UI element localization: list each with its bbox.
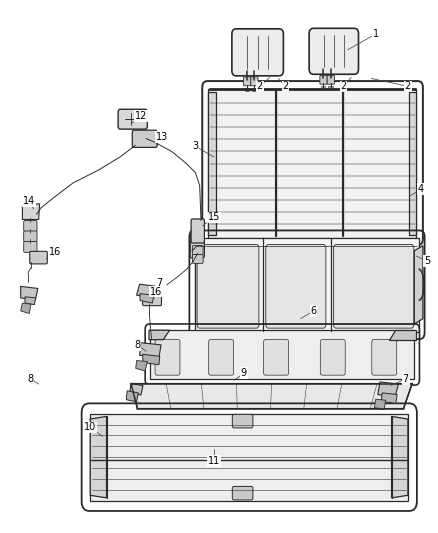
Polygon shape	[208, 92, 215, 235]
FancyBboxPatch shape	[264, 340, 289, 375]
Text: 3: 3	[192, 141, 198, 151]
Text: 14: 14	[23, 196, 35, 206]
FancyBboxPatch shape	[208, 340, 233, 375]
Polygon shape	[414, 246, 423, 324]
FancyBboxPatch shape	[334, 245, 414, 328]
FancyBboxPatch shape	[155, 340, 180, 375]
Polygon shape	[208, 89, 417, 238]
Text: 2: 2	[283, 82, 289, 91]
FancyBboxPatch shape	[192, 246, 203, 254]
Text: 6: 6	[311, 306, 317, 316]
Polygon shape	[252, 88, 256, 91]
Polygon shape	[150, 330, 414, 379]
Text: 2: 2	[340, 82, 346, 91]
Text: 13: 13	[156, 132, 169, 142]
Polygon shape	[149, 330, 170, 340]
FancyBboxPatch shape	[232, 414, 253, 428]
Text: 8: 8	[134, 340, 141, 350]
Polygon shape	[137, 284, 157, 298]
FancyBboxPatch shape	[132, 130, 157, 148]
FancyBboxPatch shape	[320, 75, 327, 84]
Polygon shape	[25, 297, 36, 305]
Polygon shape	[90, 416, 106, 498]
Polygon shape	[21, 303, 31, 313]
Polygon shape	[194, 246, 195, 324]
Polygon shape	[21, 286, 38, 301]
Text: 2: 2	[257, 82, 263, 91]
Polygon shape	[140, 294, 154, 303]
Polygon shape	[136, 360, 147, 371]
FancyBboxPatch shape	[143, 292, 162, 306]
Polygon shape	[374, 399, 385, 410]
Text: 16: 16	[150, 287, 162, 296]
Polygon shape	[378, 382, 399, 397]
Polygon shape	[90, 414, 408, 500]
FancyBboxPatch shape	[266, 245, 326, 328]
FancyBboxPatch shape	[24, 231, 37, 242]
FancyBboxPatch shape	[191, 219, 205, 243]
Polygon shape	[321, 86, 325, 90]
Text: 10: 10	[84, 422, 96, 432]
FancyBboxPatch shape	[251, 77, 258, 86]
Text: 1: 1	[373, 29, 379, 39]
FancyBboxPatch shape	[24, 221, 37, 231]
Text: 16: 16	[49, 247, 61, 257]
Polygon shape	[140, 343, 161, 358]
FancyBboxPatch shape	[197, 245, 259, 328]
FancyBboxPatch shape	[320, 340, 345, 375]
FancyBboxPatch shape	[244, 77, 251, 86]
FancyBboxPatch shape	[372, 340, 397, 375]
FancyBboxPatch shape	[30, 252, 47, 264]
Polygon shape	[389, 330, 416, 340]
FancyBboxPatch shape	[309, 28, 358, 74]
Text: 7: 7	[403, 374, 409, 384]
FancyBboxPatch shape	[190, 230, 205, 258]
Polygon shape	[195, 238, 419, 332]
Polygon shape	[392, 416, 408, 498]
Text: 2: 2	[405, 82, 411, 91]
Text: 12: 12	[135, 111, 147, 121]
Polygon shape	[143, 354, 160, 365]
Text: 8: 8	[27, 374, 33, 384]
Polygon shape	[409, 92, 417, 235]
Text: 5: 5	[424, 256, 430, 266]
Polygon shape	[131, 384, 412, 409]
Polygon shape	[328, 86, 333, 90]
Polygon shape	[245, 88, 249, 91]
FancyBboxPatch shape	[24, 241, 37, 253]
FancyBboxPatch shape	[118, 109, 147, 129]
FancyBboxPatch shape	[327, 75, 335, 84]
Polygon shape	[126, 391, 138, 402]
Text: 7: 7	[156, 278, 162, 288]
FancyBboxPatch shape	[192, 254, 203, 263]
Text: 15: 15	[208, 212, 220, 222]
Text: 4: 4	[418, 184, 424, 194]
FancyBboxPatch shape	[232, 487, 253, 500]
Polygon shape	[22, 204, 39, 220]
Text: 11: 11	[208, 456, 220, 466]
Polygon shape	[381, 393, 397, 403]
Polygon shape	[130, 384, 143, 395]
FancyBboxPatch shape	[232, 29, 283, 76]
Text: 9: 9	[241, 368, 247, 378]
